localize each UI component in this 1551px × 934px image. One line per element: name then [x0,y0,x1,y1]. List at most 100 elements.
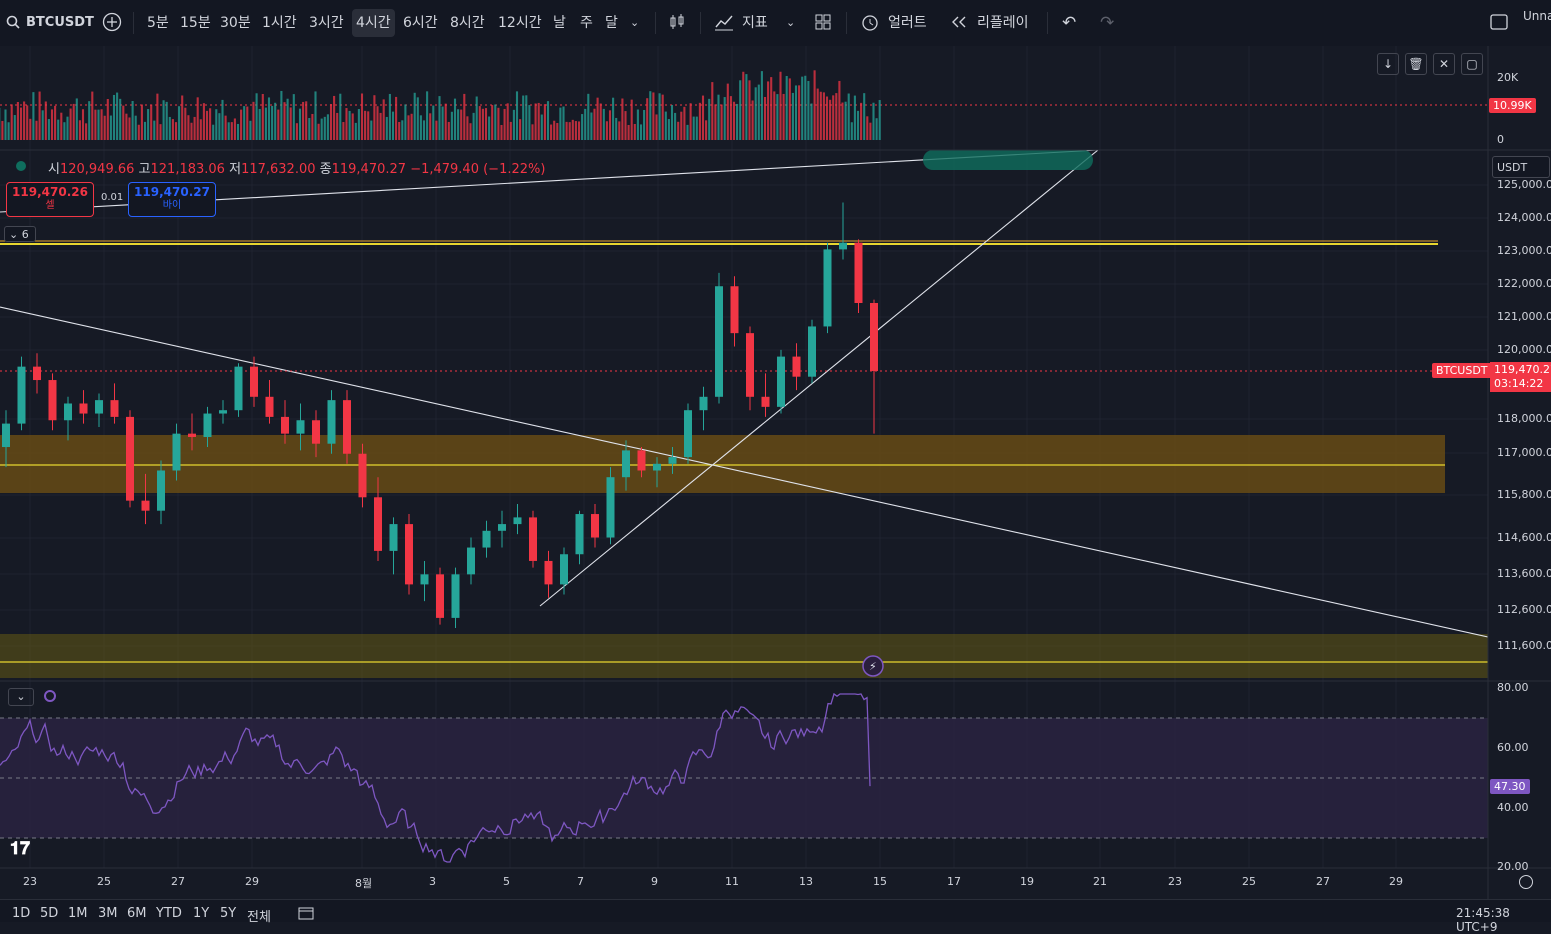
indicators-button[interactable]: 지표 [742,9,768,37]
collapse-pane-icon[interactable]: ✕ [1433,53,1455,75]
rsi-current-badge: 47.30 [1490,779,1530,794]
undo-icon[interactable]: ↶ [1062,9,1076,37]
volume-bar [696,117,698,140]
range-1y[interactable]: 1Y [193,906,209,921]
chevron-down-icon[interactable]: ⌄ [786,9,795,37]
search-icon[interactable] [6,9,20,37]
clock[interactable]: 21:45:38 UTC+9 [1456,906,1551,934]
range-1m[interactable]: 1M [68,906,88,921]
collapse-indicators-button[interactable]: ⌄ 6 [4,226,36,242]
range-6m[interactable]: 6M [127,906,147,921]
volume-bar [550,125,552,140]
candle-body [111,400,119,417]
candle-body [266,397,274,417]
add-symbol-icon[interactable] [102,9,122,37]
volume-bar [122,106,124,140]
rsi-refresh-icon[interactable] [44,690,56,702]
price-axis-tick: 112,600.00 [1497,603,1551,616]
templates-icon[interactable] [814,9,832,37]
current-price-badge: 119,470.27 03:14:22 [1490,362,1551,392]
candle-body [359,454,367,498]
volume-bar [528,105,530,140]
volume-bar [804,76,806,140]
volume-bar [311,114,313,140]
rsi-axis-tick: 20.00 [1497,860,1529,873]
volume-bar [566,122,568,140]
volume-bar [544,104,546,140]
volume-bar [631,100,633,140]
time-axis-tick: 25 [97,875,111,888]
volume-bar [866,116,868,140]
volume-bar [212,125,214,140]
volume-bar [48,119,50,140]
layout-name[interactable]: Unna [1523,2,1551,30]
volume-bar [733,102,735,140]
interval-5m[interactable]: 5분 [147,9,169,37]
support-zone-lower[interactable] [0,634,1488,678]
maximize-pane-icon[interactable]: ▢ [1461,53,1483,75]
range-ytd[interactable]: YTD [156,906,182,921]
sell-button[interactable]: 119,470.26 셀 [6,182,94,217]
volume-bar [97,110,99,140]
volume-bar [578,121,580,140]
interval-8h[interactable]: 8시간 [450,9,485,37]
interval-3h[interactable]: 3시간 [309,9,344,37]
chevron-down-icon[interactable]: ⌄ [630,9,639,37]
time-axis-tick: 21 [1093,875,1107,888]
volume-bar [438,96,440,140]
support-zone-mid[interactable] [0,435,1445,493]
volume-bar [572,120,574,140]
volume-bar [225,116,227,140]
symbol-name[interactable]: BTCUSDT [26,9,94,37]
range-all[interactable]: 전체 [247,906,271,925]
range-3m[interactable]: 3M [98,906,118,921]
interval-12h[interactable]: 12시간 [498,9,542,37]
range-1d[interactable]: 1D [12,906,30,921]
interval-6h[interactable]: 6시간 [403,9,438,37]
rsi-collapse-button[interactable]: ⌄ [8,688,34,706]
interval-1h[interactable]: 1시간 [262,9,297,37]
tradingview-logo[interactable]: 𝟏𝟕 [10,838,30,859]
current-price: 119,470.27 [1494,363,1547,377]
volume-bar [293,94,295,140]
volume-bar [60,113,62,140]
volume-bar [745,74,747,140]
redo-icon[interactable]: ↷ [1100,9,1114,37]
buy-button[interactable]: 119,470.27 바이 [128,182,216,217]
interval-30m[interactable]: 30분 [220,9,251,37]
layout-icon[interactable] [1490,9,1508,37]
replay-icon[interactable] [950,9,968,37]
volume-bar [420,115,422,140]
interval-15m[interactable]: 15분 [180,9,211,37]
volume-bar [584,109,586,140]
divider [846,12,847,34]
volume-bar [135,116,137,140]
candle-body [483,531,491,548]
replay-button[interactable]: 리플레이 [977,9,1029,37]
calendar-icon[interactable] [298,906,314,924]
volume-bar [835,93,837,140]
range-5d[interactable]: 5D [40,906,58,921]
interval-month[interactable]: 달 [605,9,618,37]
volume-bar [330,104,332,140]
alarm-clock-icon[interactable] [860,9,880,37]
move-down-icon[interactable]: ↓ [1377,53,1399,75]
candle-body [824,249,832,326]
volume-bar [116,93,118,140]
divider [133,12,134,34]
interval-day[interactable]: 날 [553,9,566,37]
candle-body [95,400,103,413]
range-5y[interactable]: 5Y [220,906,236,921]
market-status-icon[interactable] [16,161,26,171]
time-axis-tick: 17 [947,875,961,888]
trash-icon[interactable]: 🗑 [1405,53,1427,75]
settings-gear-icon[interactable] [1519,875,1533,889]
candles-icon[interactable] [668,9,686,37]
volume-bar [516,91,518,140]
currency-selector[interactable]: USDT [1492,156,1550,178]
indicators-icon[interactable] [714,9,734,37]
interval-week[interactable]: 주 [580,9,593,37]
alert-button[interactable]: 얼러트 [888,9,927,37]
volume-bar [194,117,196,140]
interval-4h[interactable]: 4시간 [352,9,395,37]
